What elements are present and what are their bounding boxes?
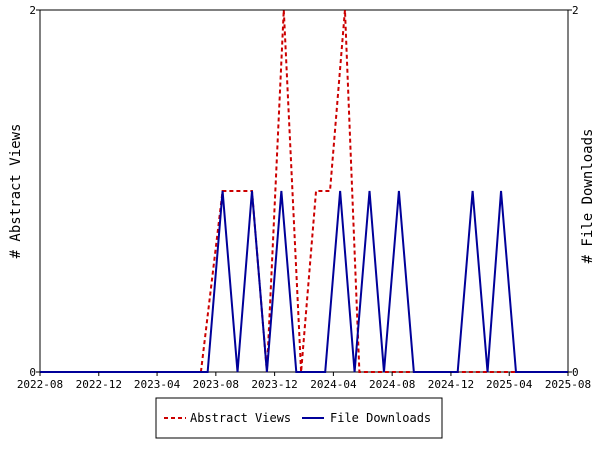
series-layer [40, 9, 568, 373]
x-tick-label: 2024-04 [310, 378, 357, 391]
y-tick-label-right: 2 [572, 4, 579, 17]
legend: Abstract Views File Downloads [155, 397, 443, 439]
x-tick-label: 2023-08 [193, 378, 239, 391]
tick-layer: 2022-08 2022-12 2023-04 2023-08 2023-12 2024-… [17, 4, 591, 391]
series-line-abstract-views [40, 9, 568, 373]
x-tick-label: 2022-08 [17, 378, 63, 391]
x-tick-label: 2023-04 [134, 378, 181, 391]
y-tick-label-left: 0 [29, 366, 36, 379]
x-tick-label: 2025-08 [545, 378, 591, 391]
x-tick-label: 2024-12 [428, 378, 474, 391]
legend-label-abstract-views: Abstract Views [190, 411, 291, 425]
y-tick-label-left: 2 [29, 4, 36, 17]
legend-label-file-downloads: File Downloads [330, 411, 431, 425]
x-tick-label: 2023-12 [251, 378, 297, 391]
x-tick-label: 2022-12 [76, 378, 122, 391]
y-tick-label-right: 0 [572, 366, 579, 379]
y-axis-title-right: # File Downloads [580, 129, 596, 264]
plot-frame [39, 9, 569, 373]
legend-box [155, 397, 443, 439]
x-tick-label: 2025-04 [486, 378, 533, 391]
x-tick-label: 2024-08 [369, 378, 415, 391]
series-line-file-downloads [40, 190, 568, 373]
y-axis-title-left: # Abstract Views [8, 124, 24, 259]
